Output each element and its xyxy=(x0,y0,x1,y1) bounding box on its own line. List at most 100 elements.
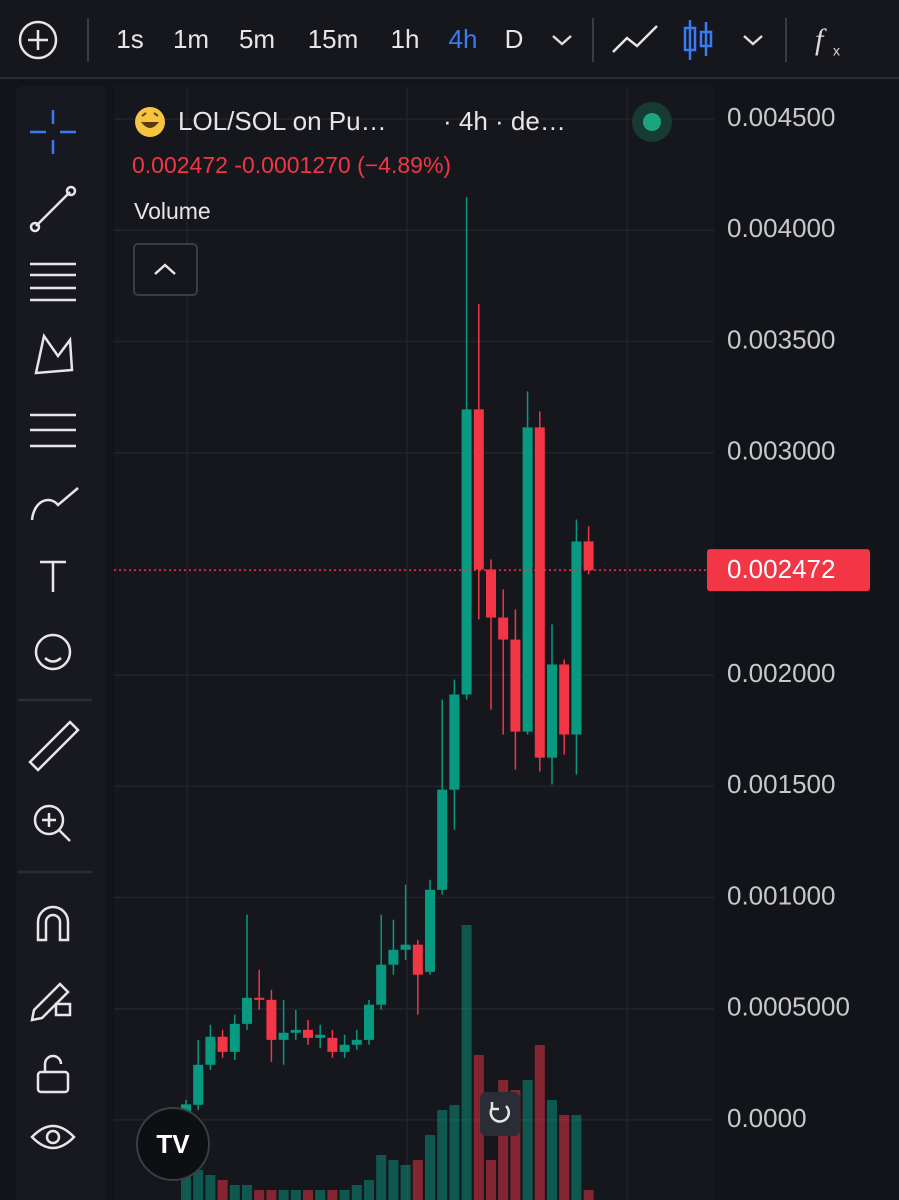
volume-bar xyxy=(522,1080,533,1200)
symbol-details: · 4h · de… xyxy=(443,106,566,136)
volume-bar xyxy=(303,1190,313,1200)
interval-button[interactable]: 15m xyxy=(308,24,359,54)
candle-body xyxy=(315,1034,326,1038)
projection-tool[interactable] xyxy=(30,413,76,448)
market-status-dot xyxy=(643,113,661,131)
last-price-badge xyxy=(707,549,870,592)
logo-mark: TV xyxy=(156,1129,190,1159)
volume-bar xyxy=(449,1105,460,1200)
price-change: 0.002472 -0.0001270 (−4.89%) xyxy=(132,152,451,178)
candle-body xyxy=(388,949,399,965)
volume-bar xyxy=(217,1180,228,1200)
reset-icon xyxy=(489,1102,511,1123)
add-button[interactable] xyxy=(18,20,58,60)
line-style[interactable] xyxy=(612,25,658,53)
candle-body xyxy=(486,569,496,618)
candle-body xyxy=(217,1036,228,1052)
interval-menu[interactable] xyxy=(552,35,572,46)
volume-bar xyxy=(388,1160,399,1200)
zoom-tool[interactable] xyxy=(33,804,71,842)
style-menu[interactable] xyxy=(743,35,763,46)
logo[interactable] xyxy=(136,1107,210,1181)
volume-bar xyxy=(547,1100,557,1200)
volume-bar xyxy=(376,1155,387,1200)
drawing-tools xyxy=(18,110,92,1150)
volume-bar xyxy=(181,1160,191,1200)
volume-bar xyxy=(205,1175,216,1200)
candle-body xyxy=(242,997,252,1024)
y-tick-label: 0.002000 xyxy=(727,658,835,688)
last-price-label: 0.002472 xyxy=(727,554,835,584)
volume-bar xyxy=(351,1185,362,1200)
fib-tool[interactable] xyxy=(30,262,76,302)
lock-tool[interactable] xyxy=(36,1054,70,1094)
interval-button[interactable]: 5m xyxy=(239,24,275,54)
chart-pane xyxy=(114,86,714,1200)
y-tick-label: 0.004500 xyxy=(727,102,835,132)
interval-button[interactable]: 4h xyxy=(449,24,478,54)
study-name[interactable]: Volume xyxy=(134,198,211,224)
brush-tool[interactable] xyxy=(30,487,79,521)
indicators[interactable]: x xyxy=(833,43,840,59)
y-tick-label: 0.004000 xyxy=(727,213,835,243)
visibility-tool[interactable] xyxy=(30,1124,76,1150)
candle-body xyxy=(266,999,277,1040)
candle-body xyxy=(425,889,435,972)
candle-body xyxy=(571,541,582,735)
collapse-icon xyxy=(154,263,176,275)
candle-body xyxy=(327,1037,338,1052)
crosshair-tool[interactable] xyxy=(30,110,76,154)
volume-bar xyxy=(254,1190,265,1200)
candle-body xyxy=(437,789,448,890)
interval-group: 1s 1m 5m 15m 1h 4h D xyxy=(116,24,523,54)
trend-line-tool[interactable] xyxy=(29,185,77,233)
volume-bar xyxy=(266,1190,277,1200)
volume-bar xyxy=(229,1185,240,1200)
candle-body xyxy=(229,1023,240,1052)
candle-body xyxy=(193,1064,204,1105)
interval-button[interactable]: 1h xyxy=(391,24,420,54)
volume-bar xyxy=(193,1170,204,1200)
candle-body xyxy=(303,1029,313,1038)
volume-bar xyxy=(437,1110,448,1200)
candle-body xyxy=(351,1039,362,1045)
volume-bar xyxy=(315,1190,326,1200)
candle-body xyxy=(205,1036,216,1065)
volume-bar xyxy=(583,1190,594,1200)
interval-button[interactable]: 1s xyxy=(116,24,143,54)
candle-body xyxy=(412,944,423,975)
drawing-toolbar xyxy=(16,86,106,1200)
volume-bar xyxy=(412,1160,423,1200)
candle-body xyxy=(583,541,594,571)
volume-bar xyxy=(498,1080,509,1200)
candle-body xyxy=(547,664,557,758)
candle-body xyxy=(559,664,570,735)
volume-bar xyxy=(242,1185,252,1200)
volume-bar xyxy=(461,925,472,1200)
candle-body xyxy=(290,1029,301,1033)
symbol-icon xyxy=(135,107,165,137)
pattern-tool[interactable] xyxy=(34,332,74,375)
collapse-button[interactable] xyxy=(133,243,198,296)
text-tool[interactable] xyxy=(40,560,66,592)
emoji-tool[interactable] xyxy=(34,633,72,671)
y-tick-label: 0.0000 xyxy=(727,1103,807,1133)
candle-body xyxy=(534,427,545,758)
candle-body xyxy=(376,964,387,1005)
candle-body xyxy=(510,639,521,732)
reset-button[interactable] xyxy=(480,1092,520,1136)
interval-button[interactable]: D xyxy=(505,24,524,54)
candle-body xyxy=(278,1032,289,1040)
candle-body xyxy=(254,997,265,1000)
ruler-tool[interactable] xyxy=(28,720,80,772)
volume-bar xyxy=(486,1160,496,1200)
symbol-title[interactable]: LOL/SOL on Pu… xyxy=(178,106,387,136)
magnet-tool[interactable] xyxy=(36,905,70,942)
candle-body xyxy=(522,427,533,732)
lock-drawings[interactable] xyxy=(30,982,72,1022)
interval-button[interactable]: 1m xyxy=(173,24,209,54)
y-tick-label: 0.003000 xyxy=(727,436,835,466)
candle-style[interactable] xyxy=(683,20,713,60)
volume-bar xyxy=(400,1165,411,1200)
